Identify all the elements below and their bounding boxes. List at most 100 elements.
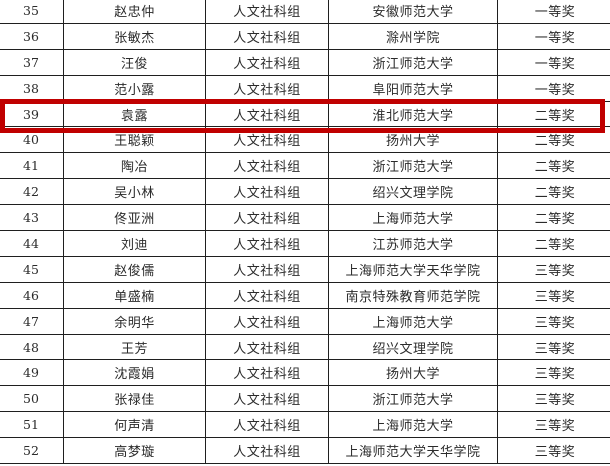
table-row: 43 佟亚洲 人文社科组 上海师范大学 二等奖 [0,204,610,232]
cell-group: 人文社科组 [205,307,329,335]
cell-number: 35 [0,0,64,24]
table-row: 52 高梦璇 人文社科组 上海师范大学天华学院 三等奖 [0,437,610,465]
cell-award: 二等奖 [497,178,610,206]
cell-name: 何声清 [63,411,206,439]
cell-name: 高梦璇 [63,437,206,465]
cell-award: 三等奖 [497,333,610,361]
cell-award: 二等奖 [497,204,610,232]
cell-group: 人文社科组 [205,204,329,232]
cell-school: 阜阳师范大学 [328,74,498,102]
table-row: 35 赵忠仲 人文社科组 安徽师范大学 一等奖 [0,0,610,24]
cell-group: 人文社科组 [205,281,329,309]
cell-name: 沈霞娟 [63,359,206,387]
table-row: 48 王芳 人文社科组 绍兴文理学院 三等奖 [0,333,610,361]
cell-number: 42 [0,178,64,206]
cell-name: 范小露 [63,74,206,102]
table-row: 36 张敏杰 人文社科组 滁州学院 一等奖 [0,22,610,50]
cell-school: 浙江师范大学 [328,152,498,180]
cell-group: 人文社科组 [205,22,329,50]
cell-group: 人文社科组 [205,255,329,283]
cell-number: 43 [0,204,64,232]
cell-school: 上海师范大学天华学院 [328,437,498,465]
cell-name: 张敏杰 [63,22,206,50]
cell-number: 36 [0,22,64,50]
cell-award: 二等奖 [497,230,610,257]
cell-name: 袁露 [63,100,206,128]
cell-name: 余明华 [63,307,206,335]
cell-number: 48 [0,333,64,361]
cell-name: 赵俊儒 [63,255,206,283]
cell-award: 三等奖 [497,281,610,309]
cell-number: 37 [0,48,64,76]
cell-school: 绍兴文理学院 [328,333,498,361]
table-row: 42 吴小林 人文社科组 绍兴文理学院 二等奖 [0,178,610,206]
cell-school: 扬州大学 [328,126,498,154]
cell-number: 52 [0,437,64,465]
cell-school: 南京特殊教育师范学院 [328,281,498,309]
cell-name: 王聪颖 [63,126,206,154]
table-row: 41 陶冶 人文社科组 浙江师范大学 二等奖 [0,152,610,180]
table-row: 39 袁露 人文社科组 淮北师范大学 二等奖 [0,100,610,128]
cell-group: 人文社科组 [205,385,329,413]
cell-school: 滁州学院 [328,22,498,50]
cell-award: 二等奖 [497,152,610,180]
cell-name: 王芳 [63,333,206,361]
cell-school: 江苏师范大学 [328,230,498,257]
cell-name: 陶冶 [63,152,206,180]
table-row: 37 汪俊 人文社科组 浙江师范大学 一等奖 [0,48,610,76]
table-row: 44 刘迪 人文社科组 江苏师范大学 二等奖 [0,230,610,257]
cell-group: 人文社科组 [205,74,329,102]
table-row: 47 余明华 人文社科组 上海师范大学 三等奖 [0,307,610,335]
cell-number: 40 [0,126,64,154]
cell-name: 刘迪 [63,230,206,257]
cell-name: 吴小林 [63,178,206,206]
cell-number: 41 [0,152,64,180]
cell-school: 上海师范大学 [328,411,498,439]
cell-number: 51 [0,411,64,439]
table-row: 49 沈霞娟 人文社科组 扬州大学 三等奖 [0,359,610,387]
cell-award: 三等奖 [497,255,610,283]
cell-award: 三等奖 [497,307,610,335]
cell-group: 人文社科组 [205,126,329,154]
cell-number: 49 [0,359,64,387]
cell-number: 46 [0,281,64,309]
table-row: 38 范小露 人文社科组 阜阳师范大学 一等奖 [0,74,610,102]
cell-name: 张禄佳 [63,385,206,413]
cell-group: 人文社科组 [205,359,329,387]
table-row: 45 赵俊儒 人文社科组 上海师范大学天华学院 三等奖 [0,255,610,283]
cell-group: 人文社科组 [205,333,329,361]
cell-school: 上海师范大学天华学院 [328,255,498,283]
cell-school: 扬州大学 [328,359,498,387]
cell-number: 47 [0,307,64,335]
table-row: 46 单盛楠 人文社科组 南京特殊教育师范学院 三等奖 [0,281,610,309]
cell-award: 一等奖 [497,22,610,50]
cell-award: 一等奖 [497,48,610,76]
cell-school: 浙江师范大学 [328,48,498,76]
table-row: 51 何声清 人文社科组 上海师范大学 三等奖 [0,411,610,439]
cell-number: 38 [0,74,64,102]
cell-award: 三等奖 [497,359,610,387]
cell-school: 浙江师范大学 [328,385,498,413]
cell-award: 一等奖 [497,0,610,24]
cell-name: 赵忠仲 [63,0,206,24]
cell-school: 安徽师范大学 [328,0,498,24]
cell-award: 三等奖 [497,385,610,413]
cell-name: 佟亚洲 [63,204,206,232]
cell-number: 45 [0,255,64,283]
cell-name: 汪俊 [63,48,206,76]
cell-group: 人文社科组 [205,0,329,24]
cell-group: 人文社科组 [205,437,329,465]
cell-award: 二等奖 [497,126,610,154]
table-row: 40 王聪颖 人文社科组 扬州大学 二等奖 [0,126,610,154]
table-row: 50 张禄佳 人文社科组 浙江师范大学 三等奖 [0,385,610,413]
cell-name: 单盛楠 [63,281,206,309]
cell-group: 人文社科组 [205,230,329,257]
cell-group: 人文社科组 [205,411,329,439]
cell-number: 44 [0,230,64,257]
cell-award: 一等奖 [497,74,610,102]
cell-award: 二等奖 [497,100,610,128]
cell-school: 淮北师范大学 [328,100,498,128]
